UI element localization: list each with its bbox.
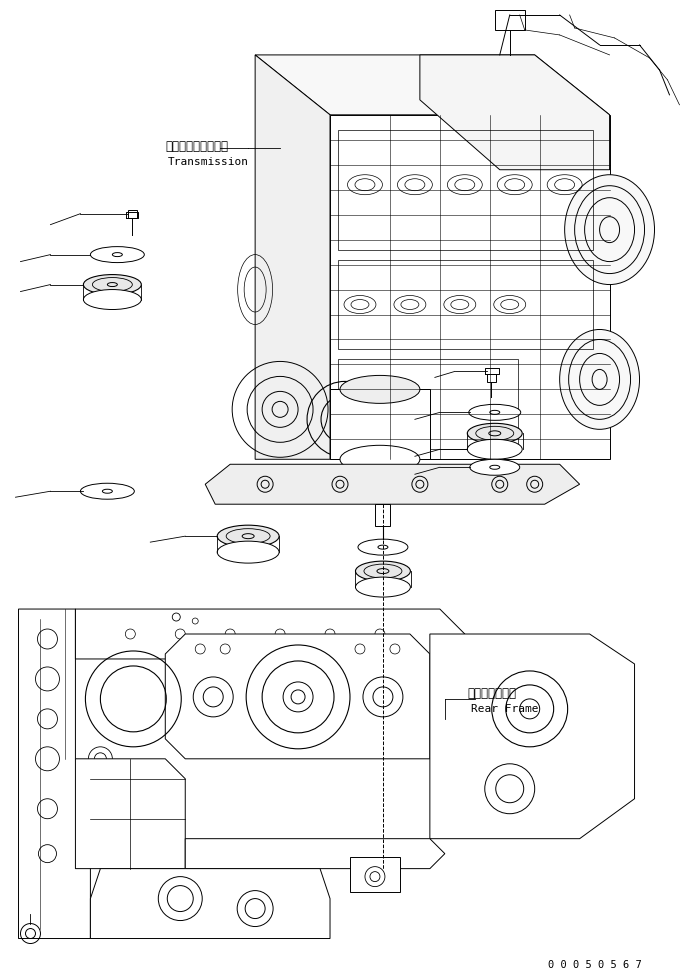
Text: Transmission: Transmission [168, 157, 249, 166]
Polygon shape [19, 609, 91, 939]
Ellipse shape [217, 525, 279, 547]
Ellipse shape [565, 175, 654, 284]
Text: Rear Frame: Rear Frame [471, 703, 539, 714]
Ellipse shape [340, 446, 420, 473]
Ellipse shape [80, 484, 134, 499]
Polygon shape [75, 609, 465, 659]
Text: 0 0 0 5 0 5 6 7: 0 0 0 5 0 5 6 7 [547, 960, 641, 970]
Ellipse shape [340, 376, 420, 404]
Ellipse shape [217, 541, 279, 563]
Ellipse shape [467, 439, 522, 459]
Polygon shape [255, 54, 330, 459]
Ellipse shape [470, 459, 520, 475]
Ellipse shape [560, 330, 639, 429]
Polygon shape [255, 54, 610, 115]
Polygon shape [430, 634, 635, 839]
Bar [375, 504, 390, 526]
Bar [338, 359, 518, 450]
Polygon shape [91, 869, 330, 939]
Text: トランスミッション: トランスミッション [165, 140, 228, 153]
Bar [330, 389, 430, 459]
Ellipse shape [84, 274, 141, 295]
Polygon shape [75, 759, 185, 869]
Polygon shape [420, 54, 610, 169]
Bar [495, 10, 525, 30]
Ellipse shape [467, 423, 522, 444]
Ellipse shape [91, 246, 144, 263]
Polygon shape [330, 115, 610, 459]
Polygon shape [205, 464, 580, 504]
Ellipse shape [355, 577, 410, 597]
Text: リヤーフレーム: リヤーフレーム [468, 687, 517, 700]
Bar [350, 856, 400, 891]
Ellipse shape [84, 290, 141, 309]
Ellipse shape [355, 561, 410, 581]
Ellipse shape [469, 405, 521, 420]
Polygon shape [165, 634, 430, 759]
Polygon shape [185, 839, 445, 869]
Bar [338, 129, 593, 250]
Bar [487, 375, 496, 382]
Bar [338, 260, 593, 349]
Bar [128, 209, 137, 218]
Ellipse shape [358, 539, 408, 556]
